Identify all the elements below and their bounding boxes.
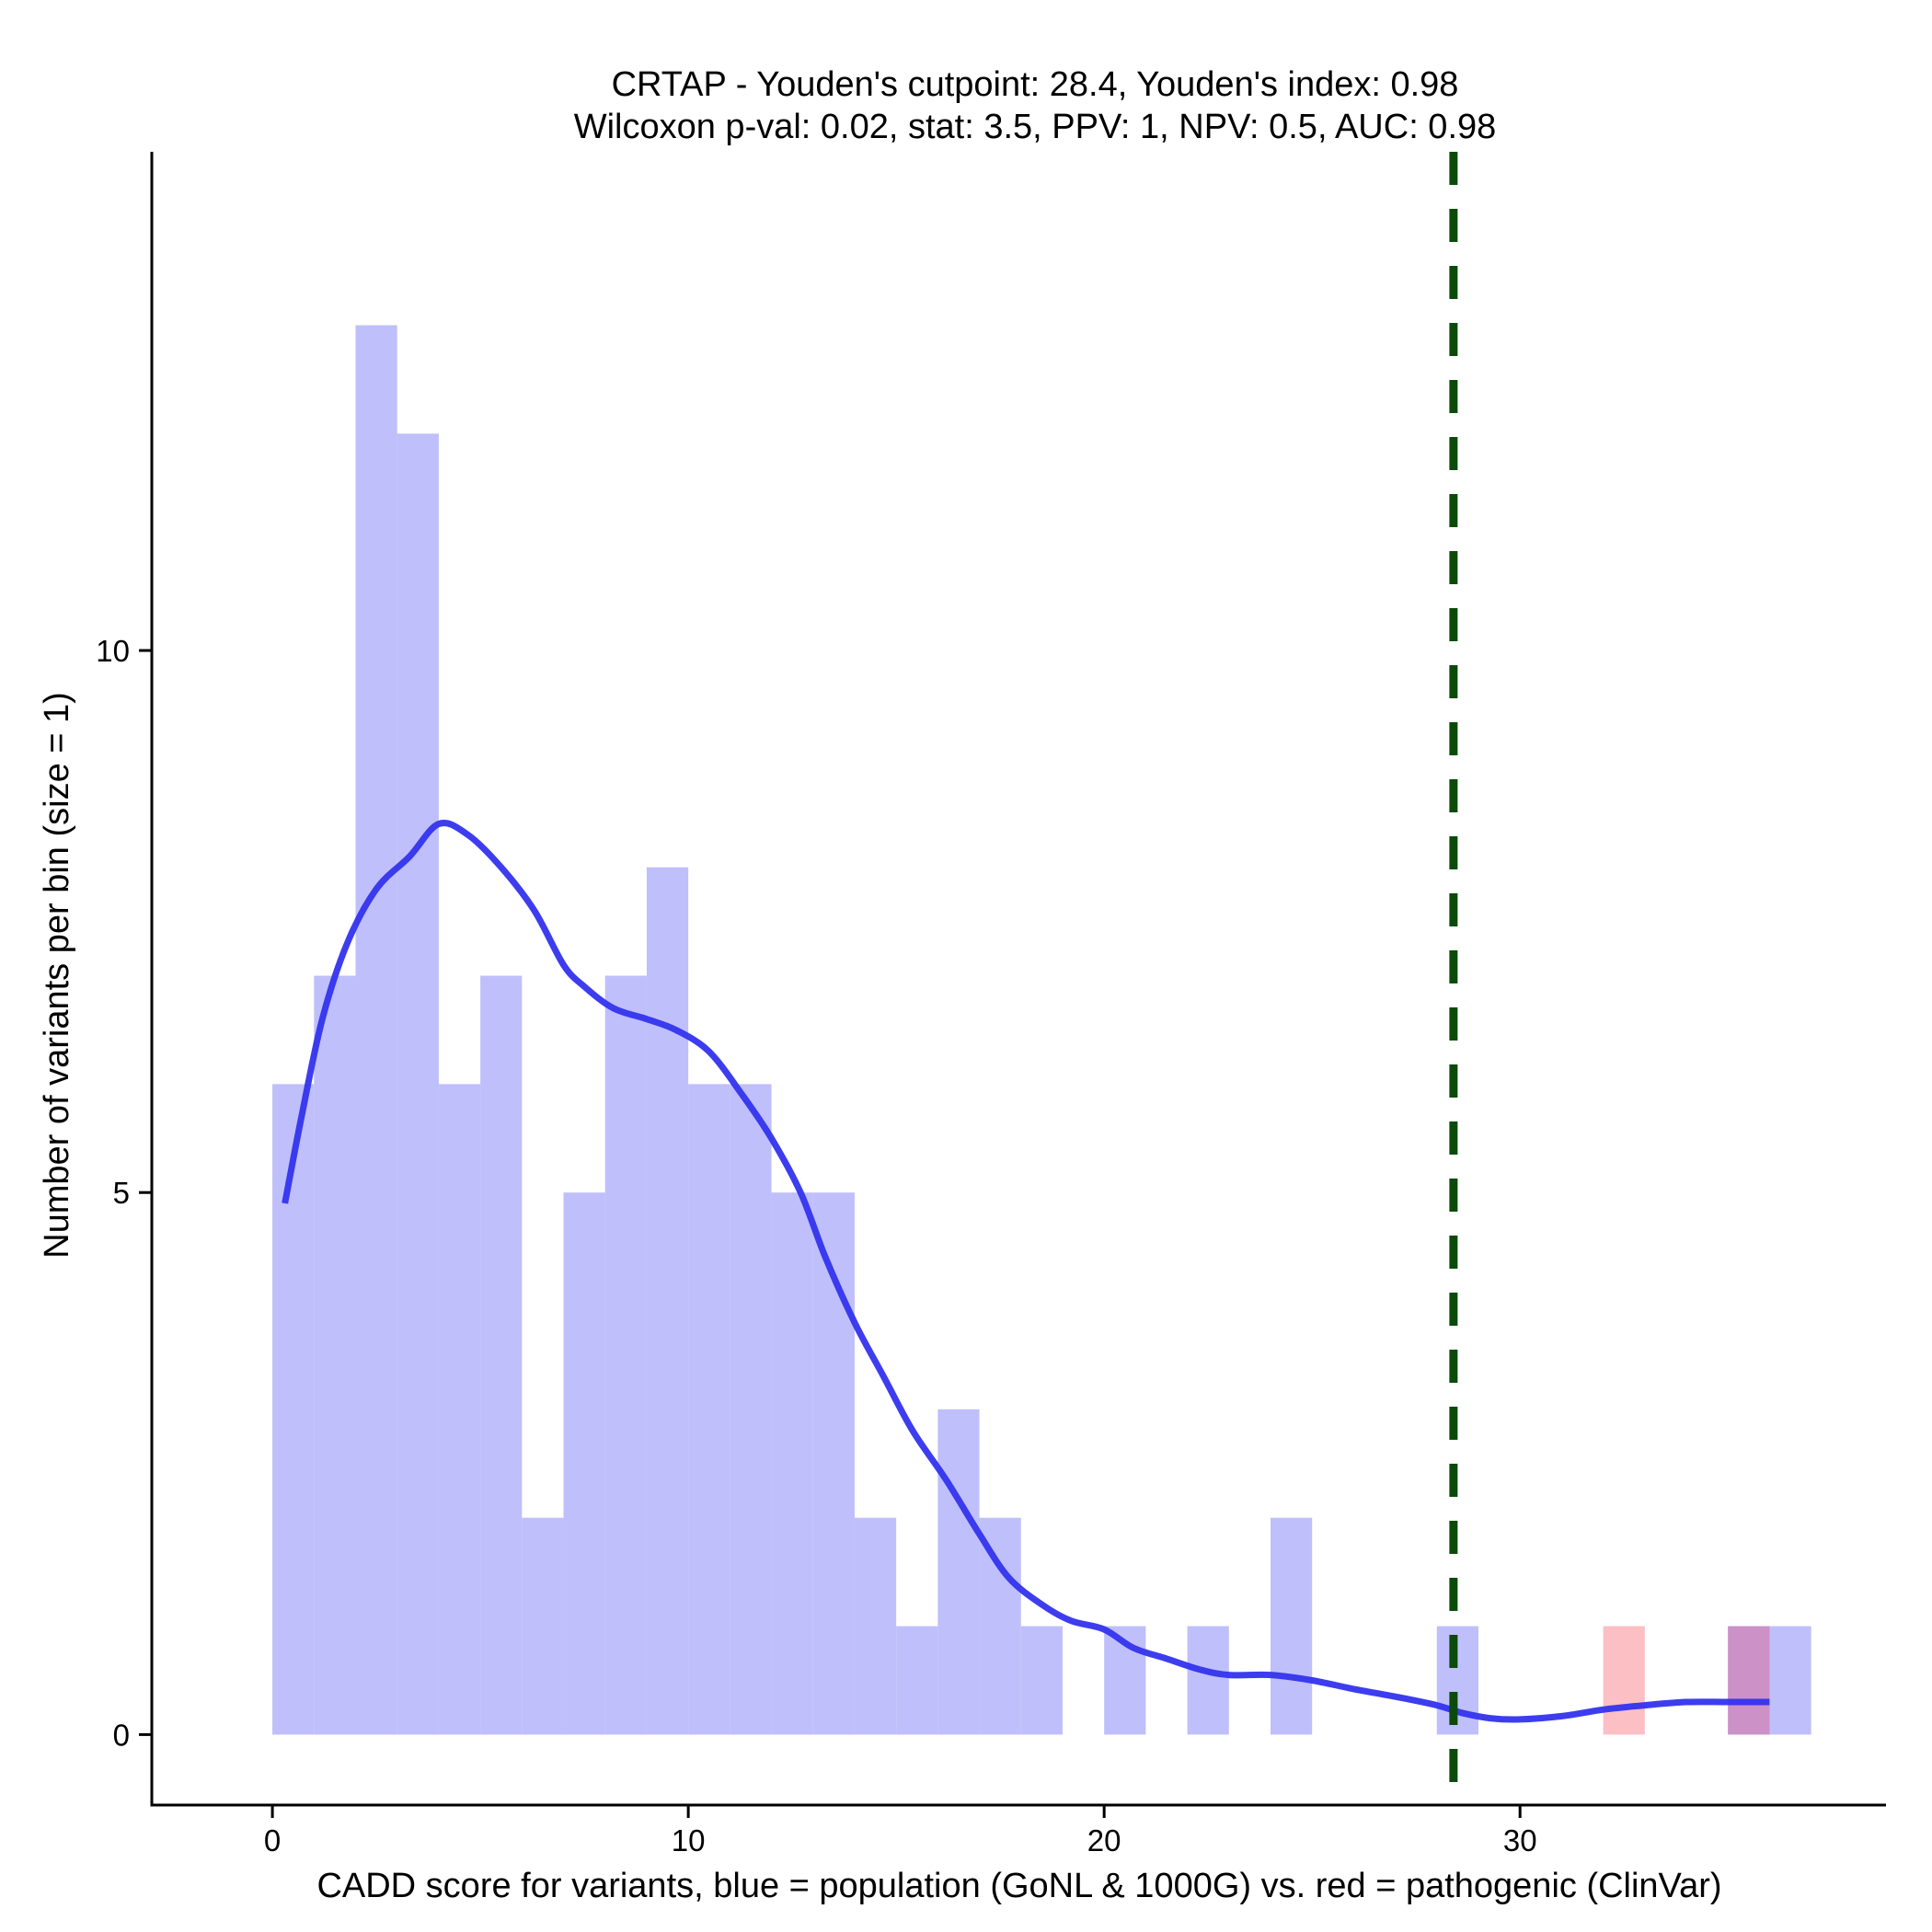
- y-tick-label: 0: [113, 1718, 130, 1752]
- population-bar: [1020, 1626, 1063, 1735]
- x-tick-label: 10: [672, 1823, 706, 1857]
- y-tick-label: 5: [113, 1176, 130, 1210]
- population-bar: [1187, 1626, 1229, 1735]
- population-bar: [1270, 1517, 1313, 1735]
- population-bar: [314, 975, 356, 1735]
- x-axis-ticks: 0 10 20 30: [264, 1805, 1537, 1857]
- population-bar: [771, 1192, 813, 1735]
- pathogenic-bar: [1603, 1626, 1645, 1735]
- x-tick-label: 20: [1087, 1823, 1121, 1857]
- population-bar: [438, 1084, 481, 1735]
- overlap-bar: [1728, 1626, 1770, 1735]
- population-bar: [937, 1409, 980, 1735]
- pathogenic-bars: [1603, 1626, 1645, 1735]
- axes: [150, 152, 1886, 1807]
- population-bar: [730, 1084, 772, 1735]
- x-axis-label: CADD score for variants, blue = populati…: [316, 1867, 1721, 1905]
- population-bar: [522, 1517, 564, 1735]
- density-curve: [282, 820, 1770, 1723]
- population-bar: [896, 1626, 938, 1735]
- population-bar: [646, 867, 689, 1735]
- population-bars: [272, 325, 1811, 1735]
- chart-title-line2: Wilcoxon p-val: 0.02, stat: 3.5, PPV: 1,…: [574, 108, 1497, 146]
- population-bar: [272, 1084, 315, 1735]
- y-axis-label: Number of variants per bin (size = 1): [38, 692, 76, 1259]
- population-bar: [604, 975, 647, 1735]
- y-tick-label: 10: [96, 634, 130, 668]
- population-bar: [480, 975, 523, 1735]
- chart-title-line1: CRTAP - Youden's cutpoint: 28.4, Youden'…: [612, 65, 1459, 104]
- population-bar: [563, 1192, 605, 1735]
- population-bar: [979, 1517, 1021, 1735]
- density-curve-group: [282, 820, 1770, 1723]
- x-tick-label: 30: [1503, 1823, 1537, 1857]
- population-bar: [397, 433, 439, 1735]
- overlap-bars: [1728, 1626, 1770, 1735]
- population-bar: [688, 1084, 730, 1735]
- y-axis-ticks: 0 5 10: [96, 634, 152, 1752]
- population-bar: [1769, 1626, 1811, 1735]
- population-bar: [355, 325, 397, 1735]
- population-bar: [854, 1517, 897, 1735]
- x-tick-label: 0: [264, 1823, 281, 1857]
